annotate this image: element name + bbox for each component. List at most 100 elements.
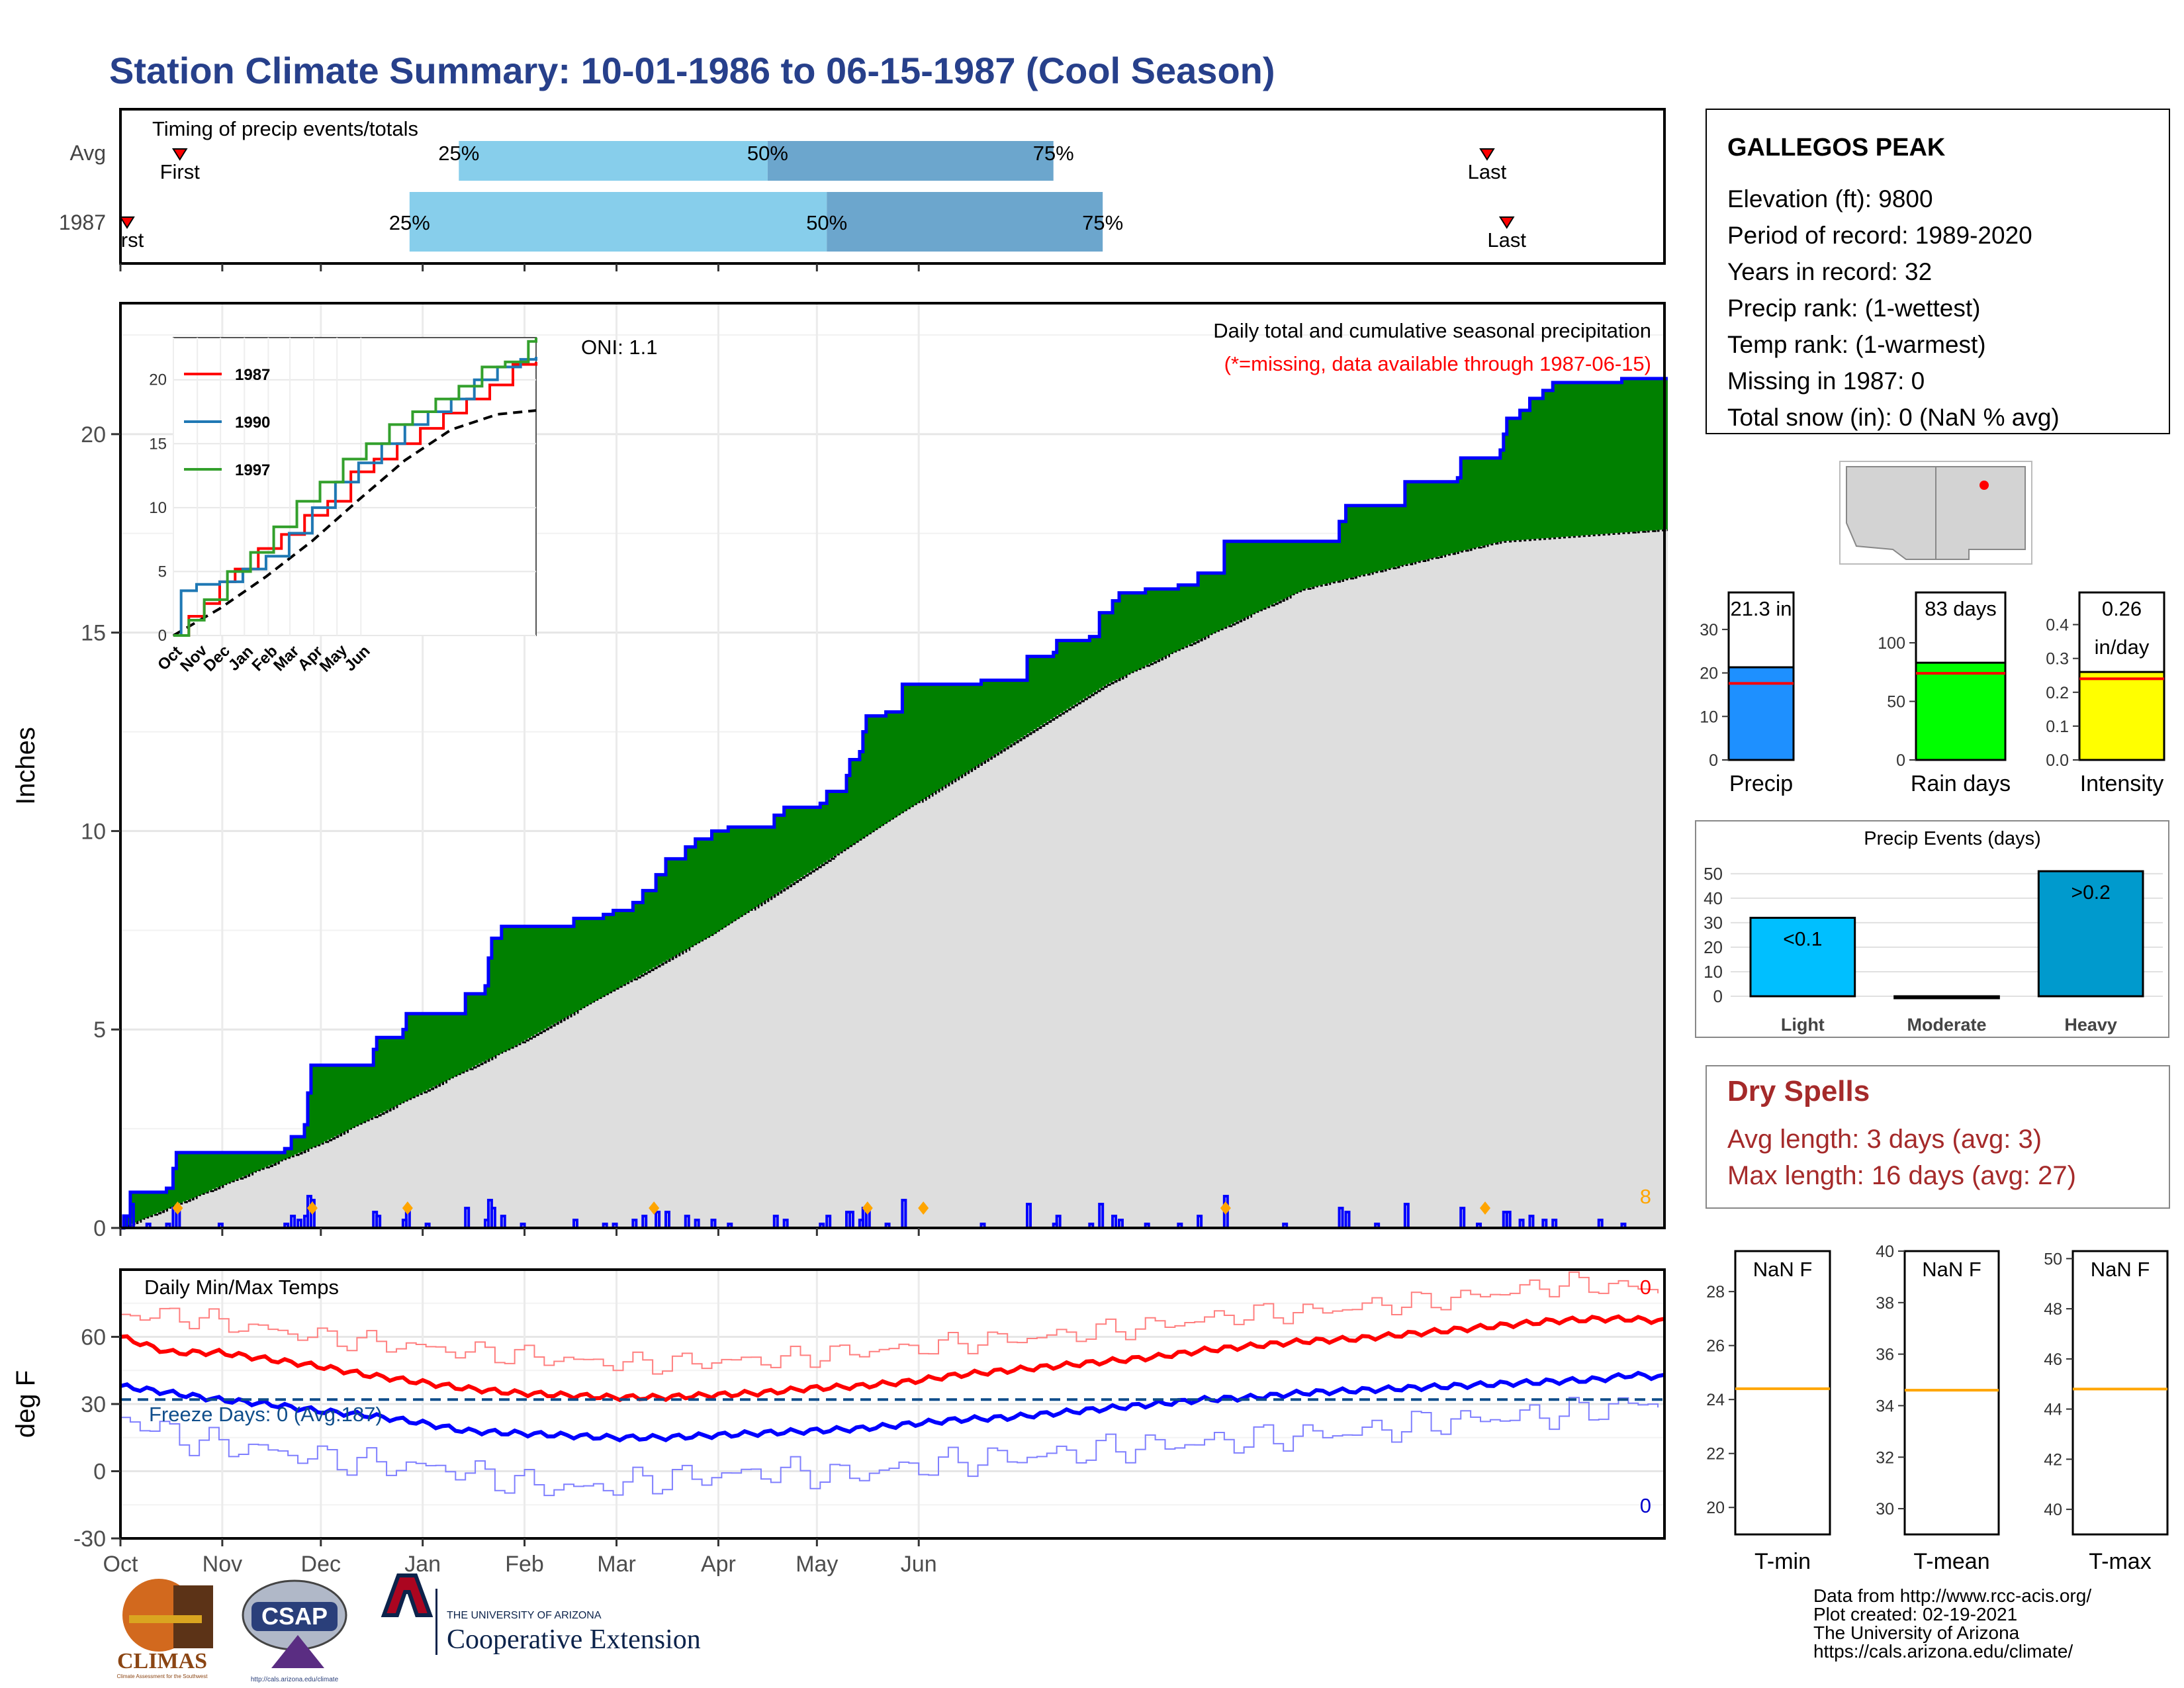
temp-summary-frame: [1903, 1250, 2000, 1536]
summary-bars: 21.3 in Precip 0 10 20 30 83 days Rain days 0 50 1…: [1700, 591, 2165, 796]
temp-summary-y-label: 34: [1876, 1397, 1894, 1415]
temp-ylabel: deg F: [11, 1370, 40, 1438]
summary-y-label: 0.4: [2046, 616, 2069, 635]
temp-summary-y-label: 32: [1876, 1448, 1894, 1467]
heavy-event-marker: [1220, 1201, 1231, 1215]
temp-x-label: Oct: [103, 1552, 138, 1577]
summary-y-label: 10: [1700, 708, 1718, 726]
climas-text: CLIMAS: [117, 1649, 207, 1673]
heavy-event-marker: [862, 1201, 873, 1215]
temp-x-label: Jan: [404, 1552, 441, 1577]
timing-pct-25: 25%: [389, 211, 430, 234]
events-y-label: 10: [1704, 962, 1723, 982]
heavy-event-marker: [649, 1201, 660, 1215]
first-label: First: [160, 160, 201, 183]
dry-max: Max length: 16 days (avg: 27): [1727, 1161, 2076, 1190]
inset-series-line: [173, 338, 537, 637]
precip-events-panel: Precip Events (days) 0 10 20 30 40 50 <0.1 Ligh…: [1695, 820, 2169, 1038]
inset-chart: 05101520OctNovDecJanFebMarAprMayJun19871…: [149, 337, 537, 676]
inset-y-label: 20: [149, 371, 167, 389]
events-title: Precip Events (days): [1864, 828, 2041, 849]
timing-bar-q2: [409, 192, 827, 252]
ua-small: THE UNIVERSITY OF ARIZONA: [447, 1610, 602, 1621]
temp-y-label: 30: [81, 1392, 106, 1417]
heavy-event-marker: [918, 1201, 929, 1215]
summary-y-label: 100: [1878, 634, 1905, 653]
footer-line: https://cals.arizona.edu/climate/: [1813, 1641, 2073, 1662]
precip-subtitle: Daily total and cumulative seasonal prec…: [1213, 319, 1651, 342]
climas-logo[interactable]: CLIMAS Climate Assessment for the Southw…: [117, 1579, 213, 1679]
temp-summary-category: T-min: [1754, 1549, 1811, 1574]
page-title: Station Climate Summary: 10-01-1986 to 0…: [109, 50, 1275, 91]
station-line: Years in record: 32: [1727, 258, 1932, 285]
temp-summary-category: T-max: [2089, 1549, 2151, 1574]
timing-bar-q3: [827, 192, 1103, 252]
station-line: Precip rank: (1-wettest): [1727, 295, 1980, 322]
summary-y-label: 30: [1700, 621, 1718, 639]
inset-y-label: 0: [158, 627, 167, 645]
temp-summary-y-label: 44: [2044, 1401, 2062, 1419]
inset-legend-label: 1990: [235, 414, 270, 432]
temp-summary-y-label: 28: [1706, 1283, 1725, 1301]
missing-note: (*=missing, data available through 1987-…: [1224, 352, 1651, 375]
summary-bar-category: Rain days: [1911, 771, 2011, 796]
csap-logo[interactable]: CSAP http://cals.arizona.edu/climate: [242, 1579, 347, 1683]
temp-x-label: Apr: [701, 1552, 736, 1577]
station-line: Period of record: 1989-2020: [1727, 222, 2032, 249]
temp-summary-value: NaN F: [1753, 1258, 1813, 1281]
avg-min-line: [120, 1370, 1665, 1443]
ua-a-mark: [381, 1573, 433, 1617]
inset-y-label: 15: [149, 435, 167, 453]
summary-y-label: 0.3: [2046, 650, 2069, 669]
temp-summary-y-label: 38: [1876, 1294, 1894, 1313]
summary-bar-fill: [1915, 661, 2007, 761]
events-bar-label: >0.2: [2071, 882, 2111, 904]
station-frame: [1706, 109, 2170, 434]
footer-line: Data from http://www.rcc-acis.org/: [1813, 1585, 2091, 1606]
events-category: Moderate: [1907, 1015, 1986, 1035]
avg-max-line: [120, 1314, 1665, 1403]
events-y-label: 30: [1704, 913, 1723, 933]
temp-y-label: 0: [93, 1460, 106, 1485]
last-label: Last: [1468, 160, 1507, 183]
climas-bar: [129, 1615, 202, 1623]
summary-bar-unit: in/day: [2095, 635, 2150, 659]
summary-bar-fill: [1727, 666, 1795, 761]
timing-pct-25: 25%: [438, 142, 479, 165]
y-tick-label: 0: [93, 1216, 106, 1241]
inset-legend-label: 1997: [235, 461, 270, 479]
summary-bar-category: Precip: [1729, 771, 1793, 796]
station-name: GALLEGOS PEAK: [1727, 134, 1946, 162]
summary-y-label: 20: [1700, 665, 1718, 683]
csap-mountain: [271, 1635, 324, 1668]
oni-label: ONI: 1.1: [581, 336, 657, 359]
heavy-event-marker: [172, 1201, 183, 1215]
min-count: 0: [1640, 1494, 1651, 1517]
dry-spells-box: Dry Spells Avg length: 3 days (avg: 3) M…: [1706, 1065, 2170, 1209]
timing-bar-q2: [459, 141, 768, 181]
precip-frame: [119, 302, 1666, 1229]
temp-summary-y-label: 20: [1706, 1499, 1725, 1517]
timing-pct-50: 50%: [806, 211, 847, 234]
csap-url: http://cals.arizona.edu/climate: [251, 1676, 339, 1683]
dry-avg: Avg length: 3 days (avg: 3): [1727, 1125, 2042, 1154]
precip-panel: 0 5 10 15 20 Inches ONI: 1.1 Daily total and…: [11, 302, 1668, 1241]
temp-summary-y-label: 24: [1706, 1391, 1725, 1409]
first-marker: [119, 216, 135, 229]
precip-ylabel: Inches: [11, 727, 40, 805]
temp-summary-y-label: 22: [1706, 1445, 1725, 1464]
events-category: Light: [1781, 1015, 1825, 1035]
summary-bar-value: 0.26: [2102, 597, 2142, 620]
temp-panel: -30 0 30 60 Oct Nov Dec Jan Feb Mar Apr May Jun deg…: [11, 1268, 1666, 1577]
temp-summary-category: T-mean: [1913, 1549, 1989, 1574]
cumulative-1987-line: [120, 377, 1668, 1230]
inset-y-label: 5: [158, 563, 167, 581]
timing-label: Timing of precip events/totals: [152, 117, 418, 140]
above-average-area: [120, 378, 1668, 1228]
temp-summary-y-label: 48: [2044, 1300, 2062, 1319]
station-info-box: GALLEGOS PEAK Elevation (ft): 9800 Perio…: [1706, 109, 2170, 434]
temp-x-label: Mar: [597, 1552, 636, 1577]
ua-logo[interactable]: THE UNIVERSITY OF ARIZONA Cooperative Ex…: [381, 1573, 701, 1655]
temp-y-label: 60: [81, 1325, 106, 1350]
